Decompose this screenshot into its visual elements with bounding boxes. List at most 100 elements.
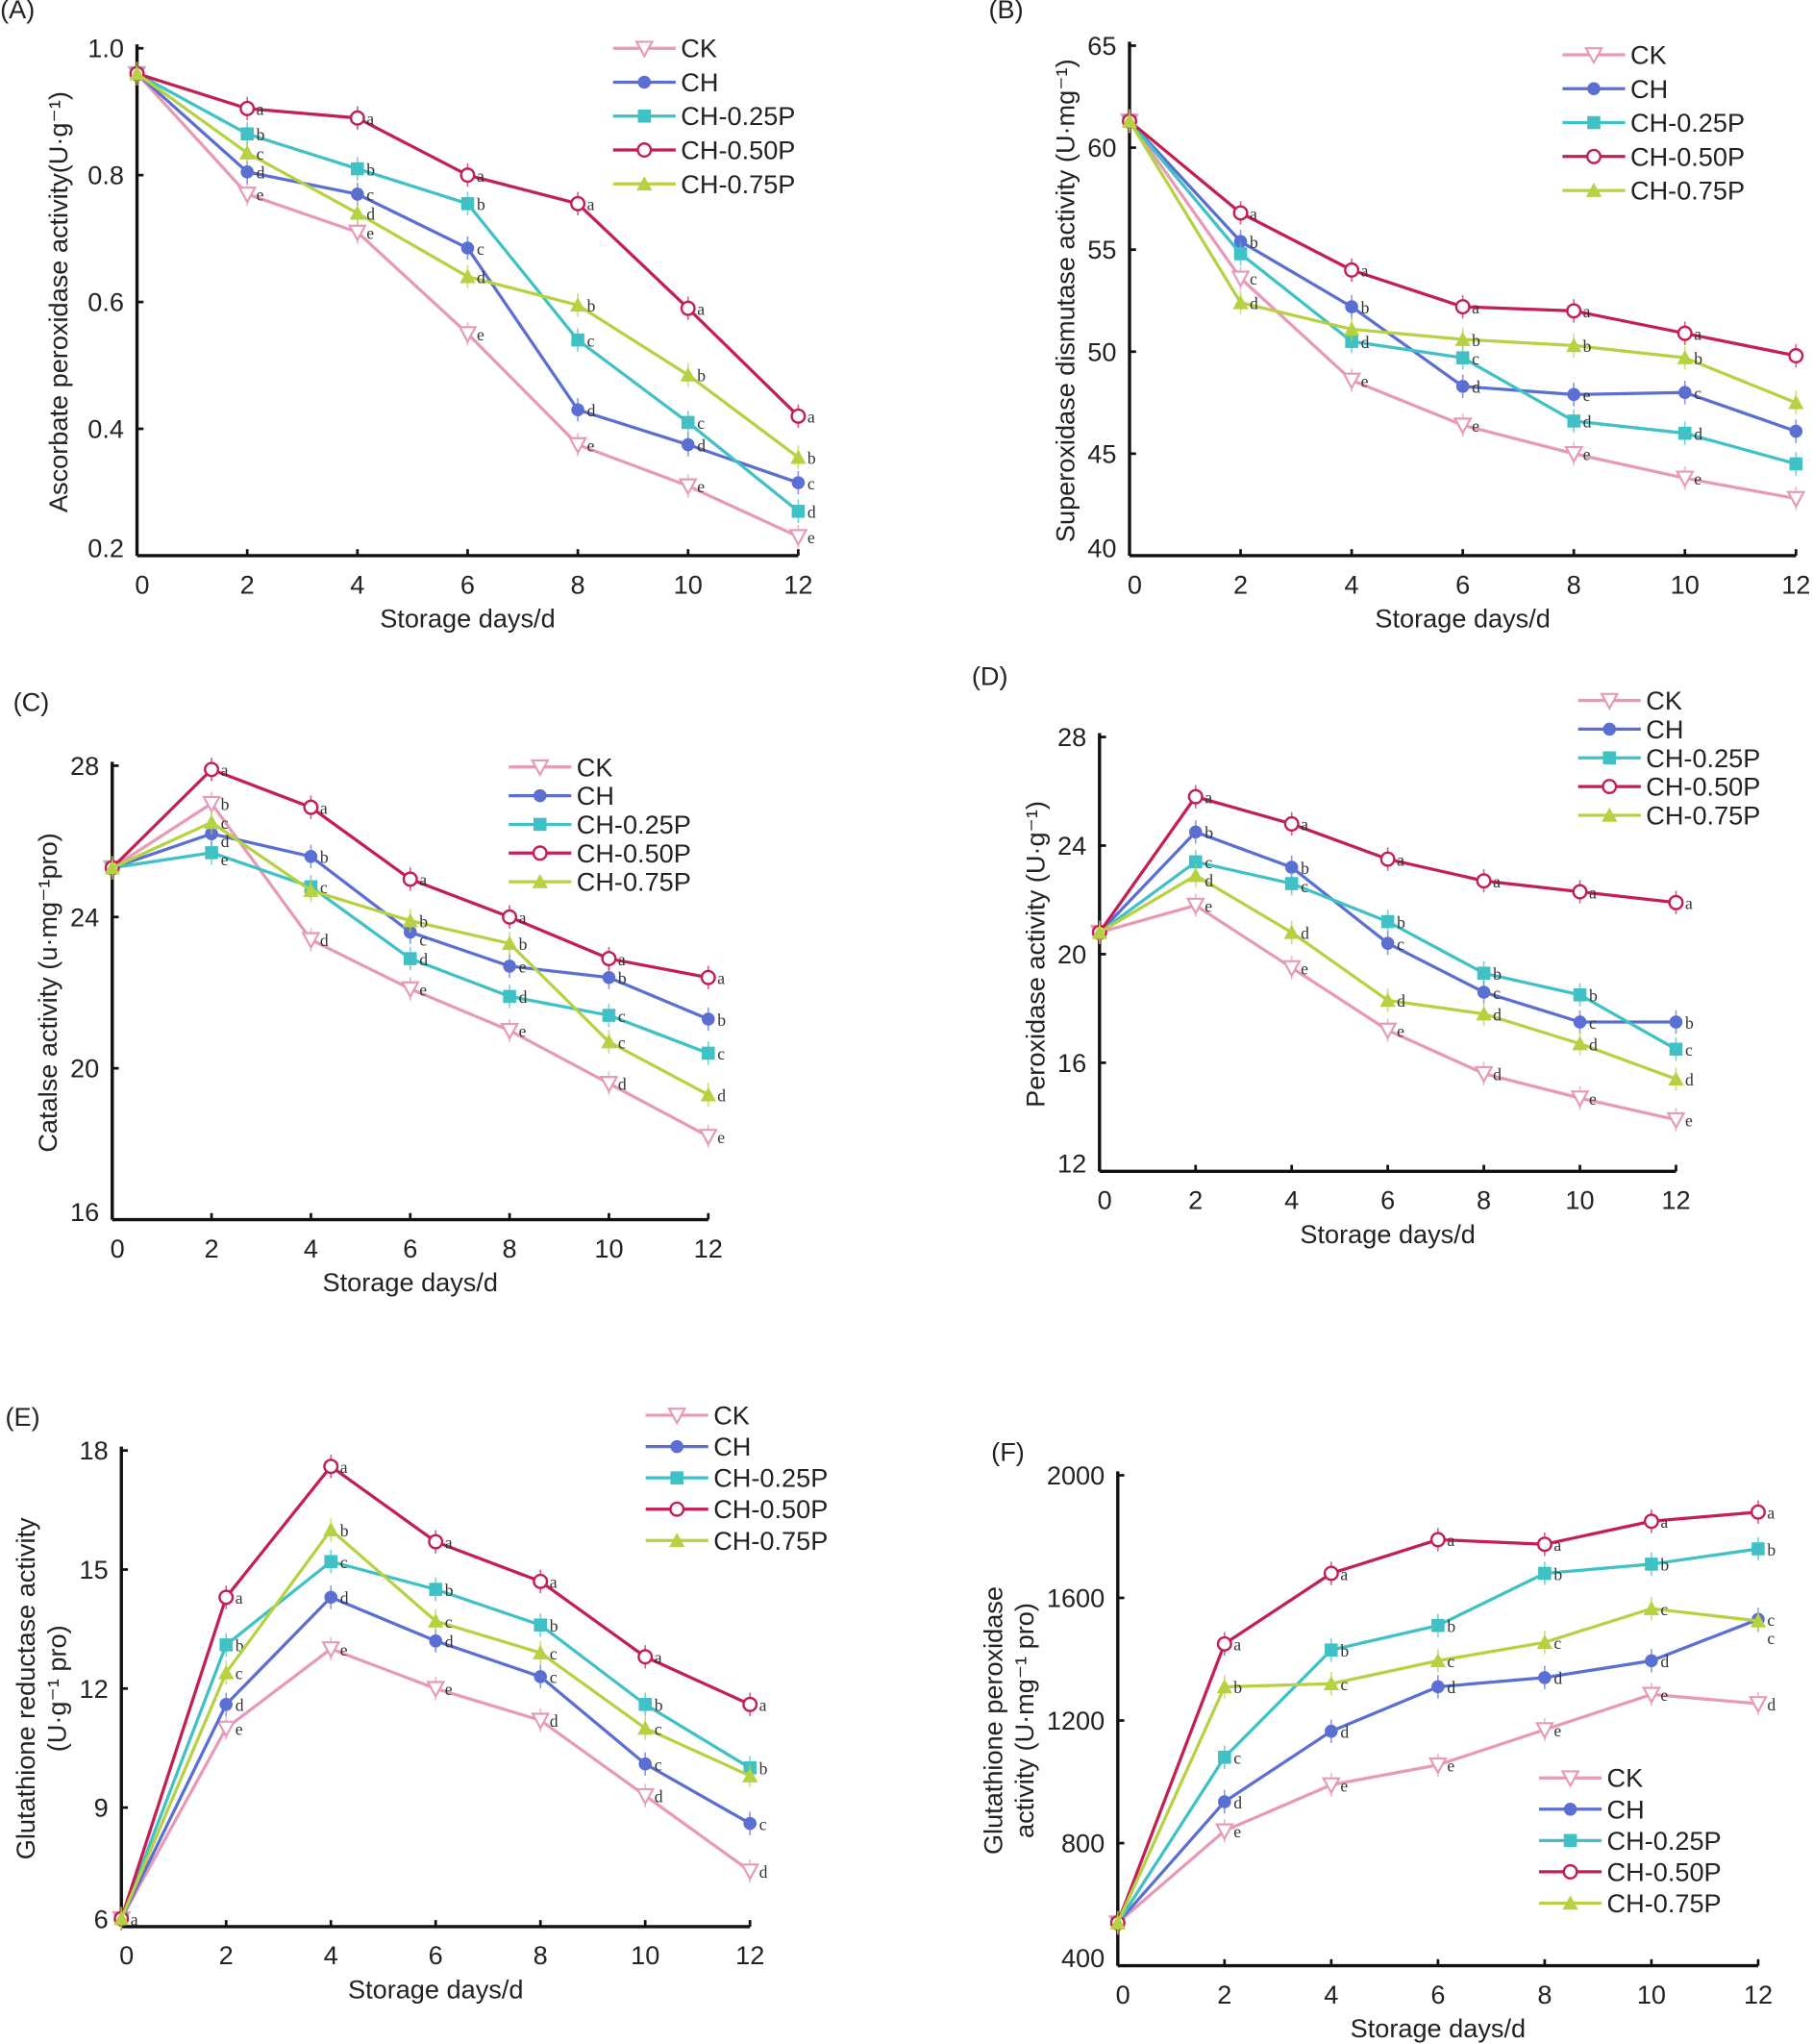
significance-letter: a (618, 950, 626, 969)
data-point (402, 871, 418, 887)
significance-letter: b (655, 1696, 663, 1715)
legend-label: CH (681, 67, 718, 97)
data-point (568, 436, 588, 455)
data-point (680, 366, 696, 382)
y-tick-label: 60 (1087, 133, 1116, 162)
legend-marker (1600, 692, 1620, 710)
data-point (323, 1522, 339, 1537)
significance-letter: e (519, 958, 527, 977)
significance-letter: c (1694, 384, 1701, 403)
data-point (458, 326, 478, 344)
y-tick-label: 0.8 (87, 161, 124, 190)
significance-letter: e (1694, 469, 1701, 488)
significance-letter: d (1583, 412, 1592, 432)
data-point (129, 65, 145, 81)
legend-label: CH-0.50P (713, 1494, 828, 1524)
data-point (1572, 1035, 1588, 1051)
data-point (219, 1698, 234, 1711)
significance-letter: d (1767, 1695, 1776, 1714)
significance-letter: a (519, 909, 527, 928)
data-point (240, 127, 254, 141)
significance-letter: c (550, 1644, 558, 1663)
legend-label: CK (1630, 39, 1667, 69)
legend-label: CH (577, 781, 614, 810)
significance-letter: a (1583, 302, 1591, 321)
data-point (218, 1589, 235, 1606)
data-point (304, 850, 318, 863)
significance-letter: a (1493, 872, 1501, 891)
significance-letter: b (445, 1581, 454, 1600)
data-point (1345, 300, 1358, 313)
x-tick-label: 8 (503, 1234, 517, 1263)
data-point (218, 1664, 235, 1680)
data-point (202, 795, 222, 814)
significance-letter: c (759, 1814, 767, 1833)
significance-letter: d (1205, 871, 1213, 890)
significance-letter: e (445, 1680, 453, 1699)
data-point (1379, 992, 1396, 1008)
significance-letter: c (1767, 1629, 1775, 1648)
series-ch-0-50p: a a a a a a (113, 1454, 767, 1931)
data-point (534, 1618, 547, 1633)
x-tick-label: 2 (240, 569, 255, 599)
significance-letter: d (236, 1696, 244, 1715)
data-point (1380, 936, 1395, 950)
significance-letter: b (807, 448, 816, 467)
significance-letter: a (759, 1696, 767, 1715)
data-point (1453, 417, 1473, 436)
significance-letter: b (366, 160, 375, 179)
legend-marker (1602, 751, 1617, 765)
significance-letter: a (1685, 894, 1693, 913)
significance-letter: d (1233, 1793, 1242, 1812)
y-tick-label: 1600 (1047, 1583, 1105, 1612)
significance-letter: a (717, 969, 725, 988)
y-tick-label: 0.4 (87, 414, 124, 444)
data-point (1187, 867, 1204, 883)
significance-letter: d (807, 503, 816, 522)
significance-letter: b (221, 795, 230, 814)
x-tick-label: 12 (735, 1940, 764, 1970)
legend-label: CK (713, 1401, 750, 1431)
significance-letter: e (1397, 1021, 1404, 1040)
significance-letter: e (717, 1128, 725, 1147)
significance-letter: b (587, 296, 596, 315)
data-point (1564, 446, 1584, 464)
data-point (1474, 1065, 1494, 1084)
x-tick-label: 8 (571, 569, 585, 599)
significance-letter: b (1472, 331, 1480, 350)
data-point (534, 1670, 547, 1683)
legend-marker (667, 1408, 687, 1426)
significance-letter: c (320, 878, 328, 897)
data-point (1477, 985, 1491, 999)
significance-letter: a (550, 1573, 558, 1592)
legend-marker (1602, 722, 1617, 736)
data-point (1645, 1654, 1658, 1668)
legend-marker (634, 40, 655, 59)
significance-letter: e (1340, 1776, 1348, 1795)
significance-letter: b (618, 969, 627, 988)
legend-label: CH-0.25P (1646, 743, 1760, 773)
data-point (1751, 1542, 1765, 1556)
y-tick-label: 15 (80, 1555, 109, 1584)
legend-marker (636, 142, 653, 159)
x-tick-label: 0 (1116, 1980, 1130, 2009)
x-tick-label: 10 (631, 1940, 659, 1970)
data-point (1323, 1676, 1339, 1691)
significance-letter: d (1361, 333, 1370, 352)
data-point (1188, 825, 1203, 839)
x-tick-label: 6 (403, 1234, 417, 1263)
significance-letter: d (477, 267, 485, 287)
data-point (351, 162, 364, 176)
significance-letter: c (477, 239, 484, 259)
data-point (1538, 1671, 1552, 1684)
legend-marker (1587, 115, 1601, 130)
y-tick-label: 12 (80, 1674, 109, 1704)
legend-marker (1560, 1770, 1580, 1788)
data-point (700, 1086, 716, 1102)
significance-letter: c (1493, 984, 1501, 1003)
significance-letter: e (1553, 1721, 1561, 1740)
data-point (349, 110, 365, 126)
significance-letter: e (257, 186, 264, 205)
y-tick-label: 6 (94, 1904, 109, 1933)
